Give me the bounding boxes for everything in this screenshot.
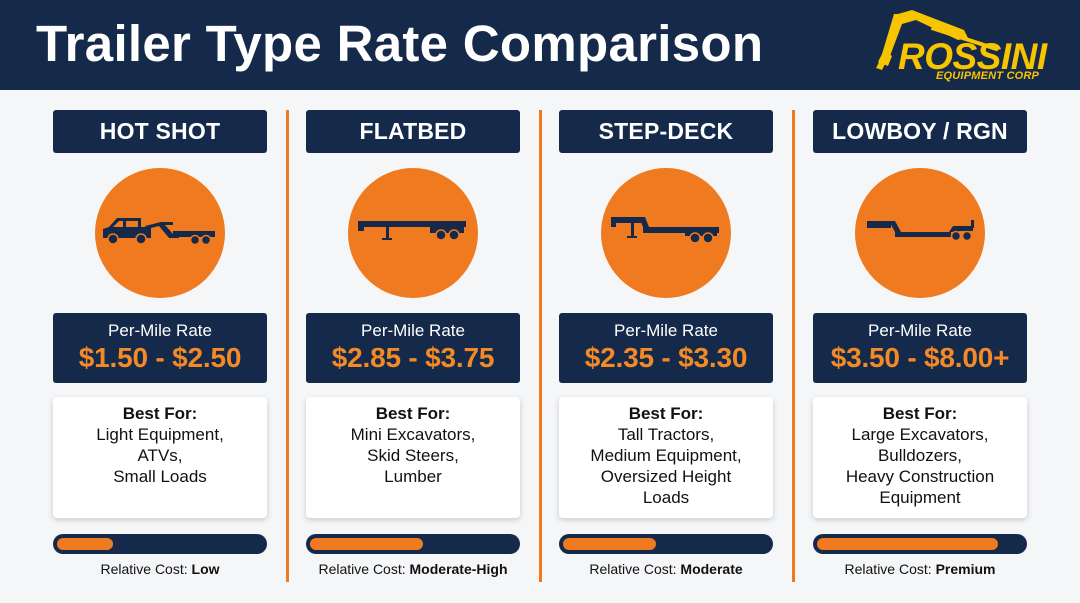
best-for-item: Small Loads (113, 467, 207, 486)
excavator-logo-icon (876, 10, 999, 70)
rate-value: $3.50 - $8.00+ (830, 342, 1010, 373)
rate-panel: Per-Mile Rate $1.50 - $2.50 (53, 313, 267, 383)
relative-cost-bar (53, 534, 267, 554)
best-for-card: Best For: Large Excavators, Bulldozers, … (813, 397, 1027, 518)
relative-cost-fill (57, 538, 113, 550)
rate-label: Per-Mile Rate (108, 321, 212, 340)
trailer-icon-circle (601, 168, 731, 298)
best-for-item: Loads (642, 488, 690, 507)
trailer-type-label: HOT SHOT (53, 110, 267, 153)
step-deck-trailer-icon (611, 217, 719, 244)
best-for-card: Best For: Light Equipment, ATVs, Small L… (53, 397, 267, 518)
hotshot-trailer-icon (103, 218, 215, 246)
best-for-card: Best For: Mini Excavators, Skid Steers, … (306, 397, 520, 518)
relative-cost-fill (817, 538, 998, 550)
relative-cost-label: Relative Cost: (589, 561, 677, 577)
best-for-item: ATVs, (137, 446, 183, 465)
best-for-item: Heavy Construction (845, 467, 995, 486)
best-for-title: Best For: (122, 404, 198, 423)
flatbed-trailer-icon (358, 221, 466, 241)
rate-panel: Per-Mile Rate $3.50 - $8.00+ (813, 313, 1027, 383)
relative-cost-bar (813, 534, 1027, 554)
trailer-icon-circle (348, 168, 478, 298)
company-logo: ROSSINI EQUIPMENT CORP (872, 4, 1062, 86)
rate-panel: Per-Mile Rate $2.35 - $3.30 (559, 313, 773, 383)
column-divider (286, 110, 289, 582)
column-divider (539, 110, 542, 582)
trailer-card-lowboy-rgn: LOWBOY / RGN Per-Mile Rate $3.50 - $8.00… (813, 110, 1027, 585)
trailer-card-hot-shot: HOT SHOT Per-Mile Rate $1.50 - $2.50 Bes… (53, 110, 267, 585)
relative-cost-label: Relative Cost: (318, 561, 406, 577)
relative-cost-label: Relative Cost: (844, 561, 932, 577)
best-for-item: Light Equipment, (96, 425, 224, 444)
relative-cost-value: Moderate (680, 561, 743, 577)
page-title: Trailer Type Rate Comparison (36, 15, 764, 72)
relative-cost-label: Relative Cost: (100, 561, 188, 577)
best-for-title: Best For: (375, 404, 451, 423)
relative-cost-fill (310, 538, 423, 550)
logo-subtitle: EQUIPMENT CORP (936, 70, 1040, 82)
trailer-icon-circle (95, 168, 225, 298)
best-for-item: Bulldozers, (877, 446, 963, 465)
relative-cost-value: Low (191, 561, 220, 577)
rate-value: $2.35 - $3.30 (584, 342, 748, 373)
trailer-type-label: FLATBED (306, 110, 520, 153)
best-for-item: Lumber (384, 467, 442, 486)
best-for-item: Large Excavators, (851, 425, 989, 444)
relative-cost-text: Relative Cost: Low (43, 560, 277, 578)
rate-label: Per-Mile Rate (868, 321, 972, 340)
best-for-title: Best For: (882, 404, 958, 423)
relative-cost-text: Relative Cost: Moderate (549, 560, 783, 578)
best-for-item: Skid Steers, (367, 446, 459, 465)
best-for-item: Equipment (879, 488, 961, 507)
best-for-item: Medium Equipment, (590, 446, 742, 465)
best-for-item: Tall Tractors, (617, 425, 715, 444)
relative-cost-text: Relative Cost: Premium (803, 560, 1037, 578)
rate-label: Per-Mile Rate (614, 321, 718, 340)
relative-cost-value: Moderate-High (409, 561, 508, 577)
trailer-type-label: LOWBOY / RGN (813, 110, 1027, 153)
relative-cost-bar (559, 534, 773, 554)
best-for-item: Mini Excavators, (350, 425, 476, 444)
relative-cost-fill (563, 538, 656, 550)
best-for-card: Best For: Tall Tractors, Medium Equipmen… (559, 397, 773, 518)
rate-panel: Per-Mile Rate $2.85 - $3.75 (306, 313, 520, 383)
column-divider (792, 110, 795, 582)
logo-name: ROSSINI (898, 36, 1047, 77)
trailer-type-label: STEP-DECK (559, 110, 773, 153)
rate-value: $1.50 - $2.50 (78, 342, 242, 373)
relative-cost-text: Relative Cost: Moderate-High (296, 560, 530, 578)
trailer-card-flatbed: FLATBED Per-Mile Rate $2.85 - $3.75 Best… (306, 110, 520, 585)
rate-label: Per-Mile Rate (361, 321, 465, 340)
trailer-card-step-deck: STEP-DECK Per-Mile Rate $2.35 - $3.30 Be… (559, 110, 773, 585)
relative-cost-value: Premium (935, 561, 996, 577)
lowboy-trailer-icon (867, 220, 974, 242)
best-for-item: Oversized Height (600, 467, 732, 486)
header-banner: Trailer Type Rate Comparison ROSSINI EQU… (0, 0, 1080, 90)
relative-cost-bar (306, 534, 520, 554)
rate-value: $2.85 - $3.75 (331, 342, 495, 373)
trailer-icon-circle (855, 168, 985, 298)
best-for-title: Best For: (628, 404, 704, 423)
